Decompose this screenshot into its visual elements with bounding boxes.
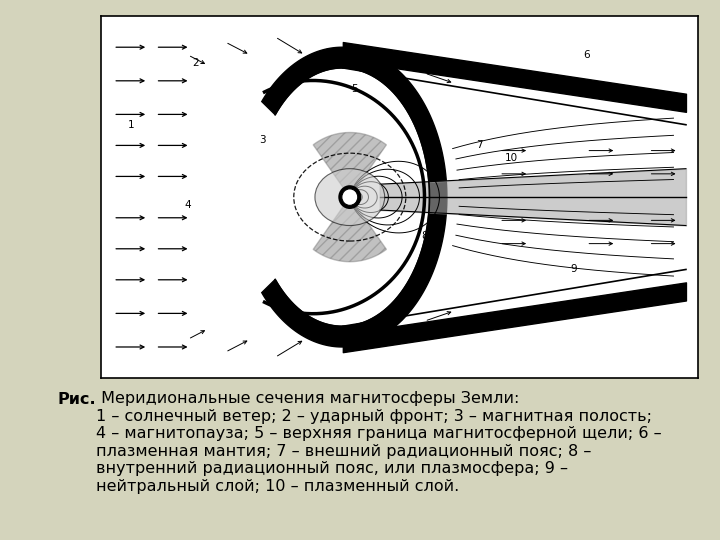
Polygon shape <box>262 47 447 347</box>
Polygon shape <box>313 132 387 189</box>
Text: 3: 3 <box>259 135 266 145</box>
Text: 7: 7 <box>476 140 482 151</box>
Text: 9: 9 <box>570 265 577 274</box>
Text: 6: 6 <box>583 50 590 60</box>
Text: 2: 2 <box>192 58 199 68</box>
Ellipse shape <box>315 168 384 226</box>
Circle shape <box>342 189 358 205</box>
Text: 10: 10 <box>505 153 518 163</box>
Text: Рис.: Рис. <box>58 392 96 407</box>
Text: 4: 4 <box>184 200 192 210</box>
Text: 8: 8 <box>421 231 428 241</box>
Text: Меридиональные сечения магнитосферы Земли:
1 – солнечный ветер; 2 – ударный фрон: Меридиональные сечения магнитосферы Земл… <box>96 392 662 494</box>
Text: 1: 1 <box>127 120 134 130</box>
Polygon shape <box>313 205 387 262</box>
Circle shape <box>339 186 360 208</box>
Text: 5: 5 <box>351 84 358 93</box>
